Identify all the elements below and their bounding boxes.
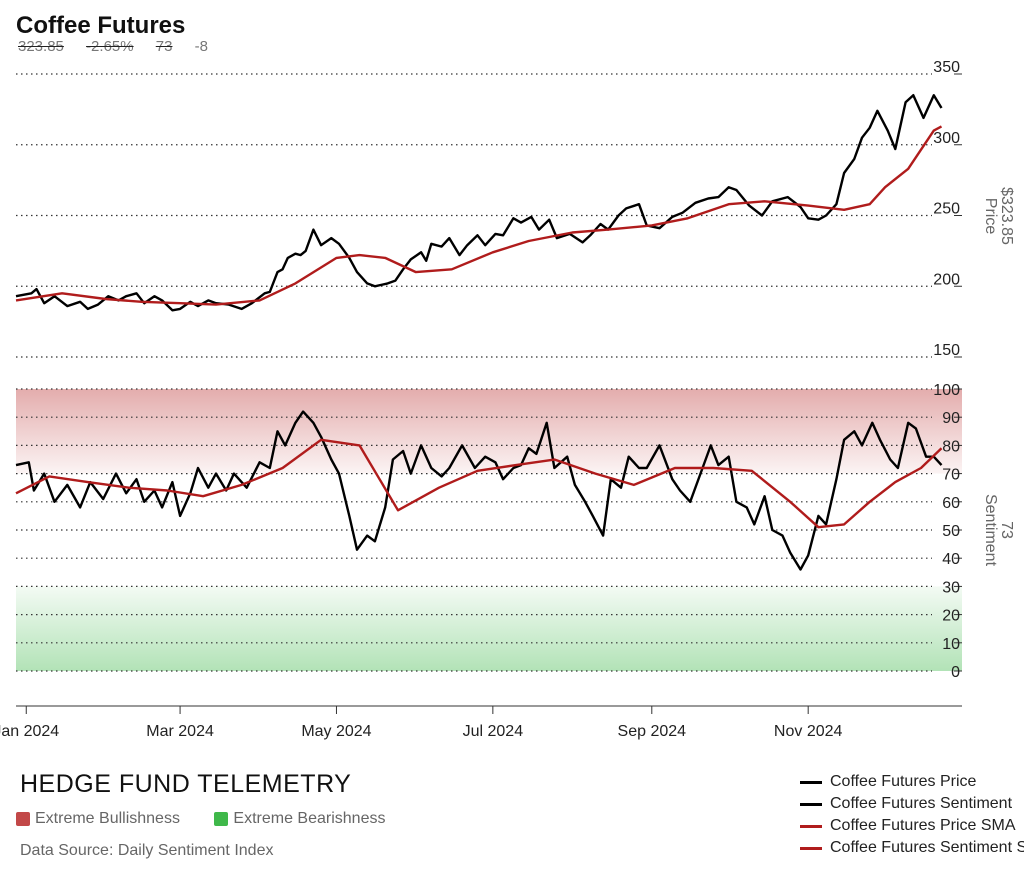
sentiment-tick-label-100: 100 [933,382,960,399]
price-tick-label-150: 150 [933,342,960,359]
coffee-futures-chart: 150 200 250 300 350 0 10 20 30 40 50 60 70 80 90 100 Jan… [0,59,1015,740]
bearish-zone [16,586,962,671]
legend-item-sentiment: Coffee Futures Sentiment [800,793,1024,815]
zone-key-bullish-label: Extreme Bullishness [35,810,180,827]
x-tick-label-0: Jan 2024 [0,723,59,740]
price-axis-title: Price $323.85 [982,187,1015,245]
sentiment-tick-label-30: 30 [942,579,960,596]
zone-key-bullish: Extreme Bullishness [16,810,180,828]
bullish-zone [16,389,962,474]
sentiment-tick-label-90: 90 [942,410,960,427]
sentiment-tick-label-80: 80 [942,438,960,455]
sentiment-tick-label-10: 10 [942,636,960,653]
legend-item-price-sma: Coffee Futures Price SMA [800,815,1024,837]
legend-label-price-sma: Coffee Futures Price SMA [830,817,1016,834]
legend-line-price [800,780,822,784]
legend-item-sentiment-sma: Coffee Futures Sentiment SMA [800,837,1024,859]
sentiment-value: 73 [155,38,173,55]
x-tick-label-4: Sep 2024 [618,723,687,740]
bullish-swatch [16,812,30,826]
x-tick-label-5: Nov 2024 [774,723,843,740]
x-tick-label-3: Jul 2024 [463,723,524,740]
brand-name: HEDGE FUND TELEMETRY [20,770,352,798]
price-tick-label-200: 200 [933,271,960,288]
gridlines [16,73,962,672]
sentiment-axis-title-label: Sentiment [982,494,999,567]
bearish-swatch [214,812,229,826]
x-tick-label-2: May 2024 [301,723,371,740]
legend-line-sentiment-sma [800,846,822,850]
last-price-value: 323.85 [18,38,64,55]
legend-label-sentiment-sma: Coffee Futures Sentiment SMA [830,839,1024,856]
sentiment-zones [16,389,962,671]
sentiment-axis-title-last-value: 73 [998,521,1015,539]
sentiment-axis-title: Sentiment 73 [982,494,1015,567]
sentiment-tick-label-50: 50 [942,523,960,540]
sentiment-sma-line [15,438,943,529]
sentiment-tick-label-40: 40 [942,551,960,568]
price-line [15,94,943,312]
price-tick-label-300: 300 [933,130,960,147]
sentiment-line [15,410,943,571]
sentiment-tick-label-0: 0 [951,664,960,681]
percent-change-value: -2.65% [86,38,134,55]
zone-key: Extreme Bullishness Extreme Bearishness [16,810,415,831]
data-source: Data Source: Daily Sentiment Index [20,842,274,859]
zone-key-bearish: Extreme Bearishness [214,810,385,828]
chart-title: Coffee Futures [16,12,186,39]
price-axis-title-last-value: $323.85 [998,187,1015,245]
legend-line-sentiment [800,802,822,806]
legend-label-price: Coffee Futures Price [830,773,977,790]
sentiment-tick-label-70: 70 [942,467,960,484]
legend-line-price-sma [800,824,822,828]
price-tick-label-350: 350 [933,59,960,76]
sentiment-tick-label-60: 60 [942,495,960,512]
legend-label-sentiment: Coffee Futures Sentiment [830,795,1013,812]
price-stats: 323.85 -2.65% 73 -8 [18,38,226,55]
sentiment-change-value: -8 [194,38,208,55]
series-lines [15,94,943,571]
axes: 150 200 250 300 350 0 10 20 30 40 50 60 70 80 90 100 Jan… [0,59,1015,740]
legend-item-price: Coffee Futures Price [800,771,1024,793]
zone-key-bearish-label: Extreme Bearishness [233,810,386,827]
legend: Coffee Futures Price Coffee Futures Sent… [800,771,1024,859]
sentiment-tick-label-20: 20 [942,608,960,625]
price-axis-title-label: Price [982,198,999,235]
price-sma-line [15,125,943,306]
x-tick-label-1: Mar 2024 [146,723,214,740]
price-tick-label-250: 250 [933,201,960,218]
